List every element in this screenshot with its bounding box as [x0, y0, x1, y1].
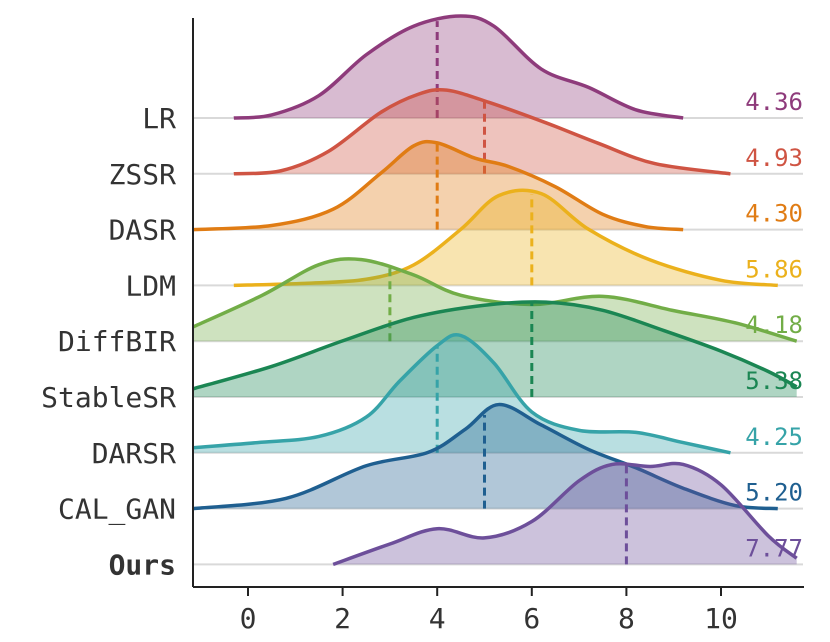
ridge-fill-zssr [233, 89, 731, 174]
ridge-zssr [233, 87, 731, 176]
ridge-line-darsr [192, 333, 731, 455]
x-tick-label-10: 10 [704, 602, 738, 635]
ridge-ours [332, 461, 798, 567]
y-label-zssr: ZSSR [109, 158, 177, 191]
ridge-line-ldm [233, 188, 778, 288]
ridge-line-diffbir [192, 257, 798, 343]
ridge-darsr [192, 333, 731, 455]
value-label-zssr: 4.93 [745, 144, 803, 172]
ridge-line-lr [233, 14, 684, 120]
value-label-cal-gan: 5.20 [745, 479, 803, 507]
x-tick-label-4: 4 [429, 602, 446, 635]
ridge-ldm [233, 188, 778, 288]
y-labels: LR ZSSR DASR LDM DiffBIR StableSR DARSR CAL_GAN… [41, 102, 176, 581]
ridge-line-zssr [233, 87, 731, 176]
mean-value-labels: 4.36 4.93 4.30 5.86 4.18 5.38 4.25 5.20 7.77 [745, 88, 803, 562]
x-tick-label-8: 8 [618, 602, 635, 635]
y-label-ours: Ours [109, 548, 176, 581]
value-label-lr: 4.36 [745, 88, 803, 116]
value-label-darsr: 4.25 [745, 423, 803, 451]
ridge-fill-darsr [193, 334, 731, 453]
y-label-dasr: DASR [109, 214, 177, 247]
value-label-ldm: 5.86 [745, 255, 803, 283]
y-label-lr: LR [142, 102, 176, 135]
ridge-line-ours [332, 461, 798, 567]
x-ticks: 0 2 4 6 8 10 [240, 587, 738, 635]
ridge-line-cal-gan [192, 402, 778, 511]
ridge-line-dasr [192, 139, 684, 232]
ridge-fill-diffbir [193, 258, 797, 342]
value-label-dasr: 4.30 [745, 200, 803, 228]
y-label-cal-gan: CAL_GAN [58, 493, 176, 527]
ridge-lr [233, 14, 684, 120]
y-label-stablesr: StableSR [41, 381, 176, 414]
ridge-line-stablesr [192, 300, 798, 391]
ridge-fill-ldm [233, 190, 778, 286]
y-label-ldm: LDM [125, 269, 176, 302]
axes [192, 18, 804, 588]
y-label-diffbir: DiffBIR [58, 325, 176, 358]
ridge-cal-gan [192, 402, 778, 511]
value-label-diffbir: 4.18 [745, 311, 803, 339]
ridge-stablesr [192, 300, 798, 397]
x-tick-label-0: 0 [240, 602, 257, 635]
ridge-fill-lr [233, 16, 684, 118]
value-label-ours: 7.77 [745, 534, 803, 562]
x-tick-label-6: 6 [523, 602, 540, 635]
ridge-curves [192, 14, 798, 567]
ridge-fill-ours [333, 463, 797, 565]
ridge-diffbir [192, 257, 798, 343]
x-tick-label-2: 2 [334, 602, 351, 635]
y-label-darsr: DARSR [92, 437, 176, 470]
value-label-stablesr: 5.38 [745, 367, 803, 395]
